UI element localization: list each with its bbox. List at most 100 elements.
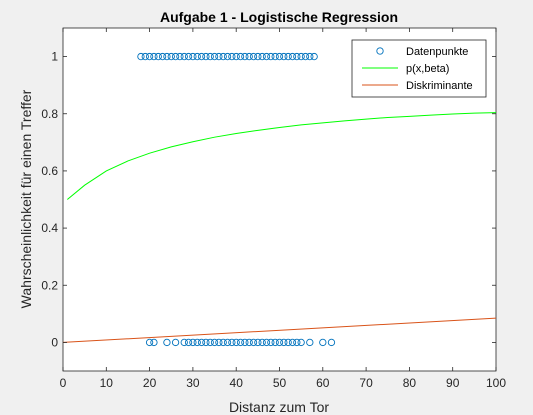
data-point — [145, 338, 154, 347]
data-point — [184, 52, 193, 61]
data-point — [202, 338, 210, 347]
legend-label: p(x,beta) — [406, 63, 449, 75]
data-point — [271, 338, 279, 347]
y-tick-label: 0.6 — [41, 164, 58, 178]
data-point — [210, 338, 219, 347]
x-tick-label: 100 — [486, 376, 506, 390]
x-tick-label: 50 — [273, 376, 287, 390]
data-point — [267, 52, 275, 61]
data-point — [202, 52, 210, 61]
data-point — [293, 52, 301, 61]
chart-title: Aufgabe 1 - Logistische Regression — [160, 9, 398, 25]
data-point — [249, 52, 258, 61]
data-point — [232, 52, 240, 61]
data-point — [327, 338, 336, 347]
data-point — [310, 52, 318, 61]
data-point — [254, 338, 262, 347]
data-point — [306, 338, 314, 347]
data-point — [241, 338, 249, 347]
data-point — [301, 52, 310, 61]
data-point — [154, 52, 162, 61]
data-point — [267, 338, 275, 347]
data-point — [249, 338, 258, 347]
data-point — [236, 338, 245, 347]
data-point — [236, 52, 245, 61]
data-point — [176, 52, 184, 61]
data-point — [210, 52, 219, 61]
data-point — [297, 52, 305, 61]
data-point — [280, 52, 288, 61]
data-point — [197, 52, 206, 61]
series-layer — [62, 52, 497, 347]
data-point — [288, 338, 297, 347]
data-point — [241, 52, 249, 61]
legend: Datenpunkte p(x,beta) Diskriminante — [351, 39, 487, 98]
data-point — [219, 338, 227, 347]
data-point — [223, 338, 232, 347]
x-tick-label: 30 — [186, 376, 200, 390]
data-point — [306, 52, 314, 61]
data-point — [189, 338, 197, 347]
data-point — [245, 338, 253, 347]
data-point — [193, 52, 201, 61]
y-tick-label: 0 — [51, 335, 58, 349]
data-point — [297, 338, 305, 347]
data-point — [293, 338, 301, 347]
data-point — [167, 52, 175, 61]
data-point — [193, 338, 201, 347]
legend-circle-marker — [376, 47, 384, 55]
x-tick-label: 80 — [403, 376, 417, 390]
data-point — [280, 338, 288, 347]
data-point — [258, 338, 266, 347]
data-point — [206, 338, 214, 347]
data-point — [215, 52, 223, 61]
legend-items: Datenpunkte p(x,beta) Diskriminante — [362, 46, 473, 92]
data-point — [254, 52, 262, 61]
data-point — [171, 52, 180, 61]
data-point — [150, 338, 158, 347]
data-point — [158, 52, 167, 61]
data-point — [137, 52, 145, 61]
y-tick-label: 0.2 — [41, 278, 58, 292]
data-point — [180, 52, 188, 61]
y-axis-label: Wahrscheinlichkeit für einen Treffer — [18, 89, 34, 308]
data-point — [258, 52, 266, 61]
data-point — [275, 338, 284, 347]
y-tick-label: 0.4 — [41, 221, 58, 235]
data-point — [197, 338, 206, 347]
x-axis-label: Distanz zum Tor — [229, 399, 329, 415]
data-point — [275, 52, 284, 61]
data-point — [219, 52, 227, 61]
data-point — [141, 52, 149, 61]
data-point — [171, 338, 180, 347]
data-point — [163, 52, 171, 61]
legend-label: Diskriminante — [406, 80, 473, 92]
data-point — [223, 52, 232, 61]
data-point — [228, 52, 236, 61]
y-tick-label: 1 — [51, 50, 58, 64]
x-tick-label: 90 — [446, 376, 460, 390]
data-point — [150, 52, 158, 61]
data-point — [215, 338, 223, 347]
data-point — [228, 338, 236, 347]
series-line-2 — [62, 317, 497, 343]
data-point — [288, 52, 297, 61]
x-tick-label: 10 — [100, 376, 114, 390]
data-point — [284, 338, 292, 347]
data-point — [319, 338, 327, 347]
ticks-layer: 0 10 20 30 40 50 60 70 80 90 100 0 0.2 0.4 0.6 0.8 1 — [41, 28, 506, 390]
data-point — [245, 52, 253, 61]
data-point — [163, 338, 171, 347]
legend-label: Datenpunkte — [406, 46, 468, 58]
data-point — [206, 52, 214, 61]
data-point — [180, 338, 188, 347]
series-line-1 — [67, 112, 497, 200]
data-point — [262, 338, 271, 347]
y-tick-label: 0.8 — [41, 107, 58, 121]
data-point — [271, 52, 279, 61]
x-tick-label: 20 — [143, 376, 157, 390]
data-point — [184, 338, 193, 347]
x-tick-label: 60 — [316, 376, 330, 390]
x-tick-label: 40 — [230, 376, 244, 390]
